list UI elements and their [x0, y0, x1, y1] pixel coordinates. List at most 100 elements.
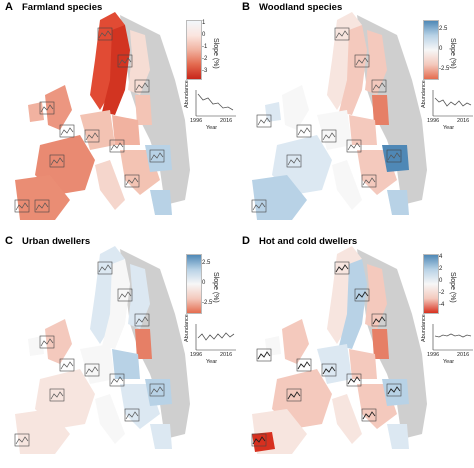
legend-tick: 0 [202, 32, 206, 38]
region-italy [95, 394, 125, 444]
inset-timeseries-boxes [251, 261, 402, 447]
example-timeseries-line [195, 90, 236, 117]
region-italy [332, 394, 362, 444]
panel-title: Hot and cold dwellers [259, 236, 358, 247]
ts-ylabel: Abundance [421, 80, 427, 108]
example-timeseries-line [432, 324, 473, 351]
legend-tick: 2 [439, 266, 443, 272]
region-italy [95, 160, 125, 210]
panel-label: C [5, 235, 13, 247]
region-sweden [102, 25, 130, 115]
region-poland [112, 349, 140, 379]
legend-tick: 1 [202, 20, 206, 26]
legend-title: Slope (%) [449, 272, 456, 303]
example-timeseries: Abundance 1996 2016 Year [421, 80, 474, 131]
map-hot-cold [251, 246, 427, 454]
region-poland [349, 115, 377, 145]
legend-title: Slope (%) [212, 38, 219, 69]
region-baltics [372, 95, 389, 125]
region-sweden [339, 25, 367, 115]
region-finland [128, 30, 150, 95]
ts-xlabel: Year [443, 125, 455, 131]
example-timeseries: Abundance 1996 2016 Year [184, 314, 237, 365]
region-finland [365, 264, 387, 329]
region-poland [349, 349, 377, 379]
region-poland [112, 115, 140, 145]
ts-x-end: 2016 [457, 118, 470, 124]
panel-urban: C Urban dwellers 2.5 0 -2.5 Slope (%) Ab… [0, 234, 237, 468]
ts-xlabel: Year [206, 359, 218, 365]
legend-tick: -2 [202, 56, 208, 62]
legend-title: Slope (%) [449, 38, 456, 69]
legend-tick: -2.5 [202, 300, 213, 306]
panel-title: Urban dwellers [22, 236, 91, 247]
ts-xlabel: Year [443, 359, 455, 365]
legend-tick: 4 [439, 254, 443, 260]
example-timeseries-line [195, 324, 236, 351]
color-legend: 2.5 0 -2.5 Slope (%) [186, 254, 237, 314]
panel-label: B [242, 1, 250, 13]
inset-timeseries-lines [252, 30, 401, 211]
region-finland [128, 264, 150, 329]
inset-timeseries-boxes [14, 27, 165, 213]
color-legend: 1 0 -1 -2 -3 Slope (%) [186, 20, 237, 80]
region-sweden [102, 259, 130, 349]
region-uk [45, 85, 72, 130]
legend-title: Slope (%) [212, 272, 219, 303]
region-baltics [135, 329, 152, 359]
region-ireland [265, 102, 281, 122]
color-legend: 2.5 0 -2.5 Slope (%) [423, 20, 474, 80]
region-romania [382, 379, 409, 406]
ts-x-end: 2016 [220, 352, 233, 358]
panel-farmland: A Farmland species 1 0 -1 -2 -3 Slope (%… [0, 0, 237, 234]
legend-tick: -2.5 [439, 66, 450, 72]
region-baltics [372, 329, 389, 359]
region-greece [387, 190, 409, 215]
legend-gradient [186, 254, 202, 314]
ts-x-start: 1996 [427, 118, 440, 124]
inset-timeseries-boxes [251, 27, 402, 213]
ts-x-start: 1996 [427, 352, 440, 358]
region-greece [150, 190, 172, 215]
region-romania [382, 145, 409, 172]
panel-title: Farmland species [22, 2, 103, 13]
panel-label: D [242, 235, 250, 247]
panel-woodland: B Woodland species 2.5 0 -2.5 Slope (%) … [237, 0, 474, 234]
ts-ylabel: Abundance [421, 314, 427, 342]
region-baltics [135, 95, 152, 125]
legend-gradient [423, 20, 439, 80]
legend-tick: -1 [202, 44, 208, 50]
panel-label: A [5, 1, 13, 13]
example-timeseries: Abundance 1996 2016 Year [421, 314, 474, 365]
legend-tick: 2.5 [439, 26, 448, 32]
inset-timeseries-lines [252, 264, 401, 445]
region-uk [282, 85, 309, 130]
inset-timeseries-lines [15, 30, 164, 211]
ts-x-start: 1996 [190, 118, 203, 124]
region-ireland [28, 336, 44, 356]
example-timeseries: Abundance 1996 2016 Year [184, 80, 237, 131]
panel-title: Woodland species [259, 2, 343, 13]
legend-tick: 0 [439, 278, 443, 284]
legend-gradient [423, 254, 439, 314]
inset-timeseries-boxes [14, 261, 165, 447]
region-italy [332, 160, 362, 210]
example-timeseries-line [432, 90, 473, 117]
ts-ylabel: Abundance [184, 80, 190, 108]
region-uk [45, 319, 72, 364]
legend-tick: -2 [439, 290, 445, 296]
legend-tick: -4 [439, 302, 445, 308]
region-ireland [265, 336, 281, 356]
ts-xlabel: Year [206, 125, 218, 131]
panel-hot-cold: D Hot and cold dwellers 4 2 0 -2 -4 Slop… [237, 234, 474, 468]
legend-tick: -3 [202, 68, 208, 74]
ts-x-start: 1996 [190, 352, 203, 358]
region-finland [365, 30, 387, 95]
map-woodland [251, 12, 427, 220]
region-ireland [28, 102, 44, 122]
map-farmland [14, 12, 190, 220]
ts-ylabel: Abundance [184, 314, 190, 342]
legend-gradient [186, 20, 202, 80]
ts-x-end: 2016 [457, 352, 470, 358]
region-romania [145, 379, 172, 406]
